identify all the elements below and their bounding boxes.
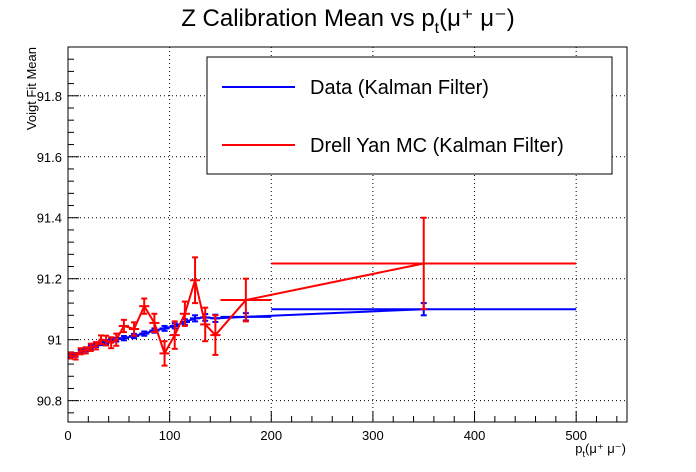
y-axis-label: Voigt Fit Mean bbox=[24, 47, 39, 130]
data-point-mc bbox=[128, 321, 140, 337]
data-point-mc bbox=[87, 342, 94, 352]
data-point-mc bbox=[200, 306, 211, 343]
data-point-mc bbox=[159, 340, 170, 367]
data-point-data bbox=[118, 335, 129, 342]
data-point-mc bbox=[210, 314, 221, 356]
x-axis-label-tail: (μ⁺ μ⁻) bbox=[585, 441, 626, 456]
x-tick-labels: 0 100 200 300 400 500 bbox=[64, 428, 587, 443]
data-point-mc bbox=[77, 347, 84, 356]
x-tick-label: 500 bbox=[565, 428, 587, 443]
data-point-mc bbox=[179, 300, 190, 327]
x-tick-label: 100 bbox=[159, 428, 181, 443]
data-point-mc bbox=[118, 318, 129, 334]
x-axis-label-main: p bbox=[575, 441, 582, 456]
chart-title-subscript: t bbox=[435, 20, 440, 37]
x-axis-label-subscript: t bbox=[583, 449, 586, 459]
data-point-mc bbox=[220, 277, 272, 323]
chart-title: Z Calibration Mean vs pt(μ⁺ μ⁻) bbox=[181, 5, 515, 37]
plot-frame bbox=[67, 46, 628, 423]
x-axis-label: pt(μ⁺ μ⁻) bbox=[575, 441, 626, 459]
y-tick-label: 91 bbox=[48, 333, 62, 348]
series-layer bbox=[67, 216, 577, 367]
data-point-mc bbox=[98, 334, 105, 345]
data-point-mc bbox=[92, 341, 99, 351]
y-tick-label: 91.6 bbox=[37, 150, 62, 165]
data-point-mc bbox=[103, 334, 110, 347]
data-point-data bbox=[139, 330, 150, 337]
data-point-mc bbox=[149, 312, 160, 334]
x-tick-label: 400 bbox=[464, 428, 486, 443]
data-point-mc bbox=[72, 352, 79, 361]
data-point-mc bbox=[113, 332, 120, 347]
y-tick-label: 91.4 bbox=[37, 211, 62, 226]
y-tick-label: 91.2 bbox=[37, 272, 62, 287]
x-tick-label: 300 bbox=[362, 428, 384, 443]
chart-title-main: Z Calibration Mean vs p bbox=[181, 5, 434, 32]
data-point-mc bbox=[189, 256, 201, 305]
grid-lines bbox=[68, 47, 627, 422]
data-point-mc bbox=[67, 351, 74, 360]
data-point-mc bbox=[169, 320, 180, 350]
data-point-mc bbox=[82, 346, 89, 355]
data-point-mc bbox=[271, 216, 577, 311]
legend-label-data: Data (Kalman Filter) bbox=[310, 77, 489, 99]
legend-box bbox=[206, 56, 613, 175]
x-tick-label: 0 bbox=[64, 428, 71, 443]
data-point-data bbox=[189, 314, 201, 323]
y-tick-labels: 90.8 91 91.2 91.4 91.6 91.8 bbox=[37, 89, 62, 409]
data-point-data bbox=[159, 324, 170, 332]
data-point-mc bbox=[108, 336, 115, 350]
chart-title-tail: (μ⁺ μ⁻) bbox=[439, 5, 515, 32]
legend-label-mc: Drell Yan MC (Kalman Filter) bbox=[310, 135, 564, 157]
y-tick-label: 90.8 bbox=[37, 394, 62, 409]
data-point-mc bbox=[139, 297, 150, 315]
y-tick-label: 91.8 bbox=[37, 89, 62, 104]
legend: Data (Kalman Filter) Drell Yan MC (Kalma… bbox=[206, 56, 613, 175]
series-mc bbox=[67, 216, 577, 367]
x-tick-label: 200 bbox=[260, 428, 282, 443]
series-line-mc bbox=[70, 262, 424, 358]
